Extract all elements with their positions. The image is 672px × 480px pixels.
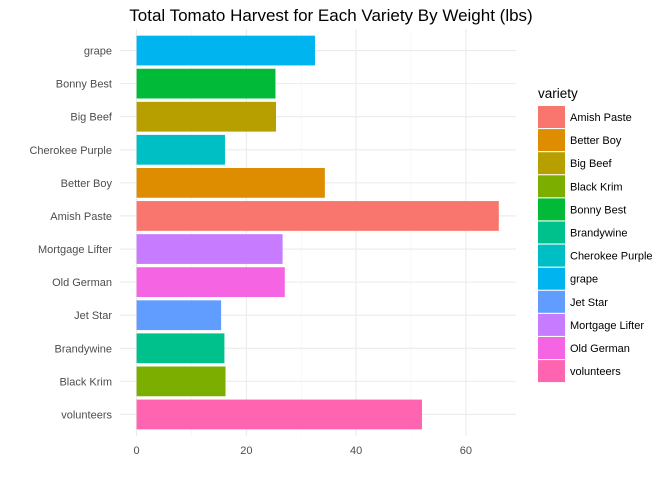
legend-label: Amish Paste <box>570 112 632 124</box>
bar-amish-paste <box>136 201 499 231</box>
y-tick-label: Jet Star <box>74 310 112 322</box>
y-axis-tick-labels: grape Bonny Best Big Beef Cherokee Purple Be… <box>29 46 112 422</box>
bar-better-boy <box>136 167 325 198</box>
legend-key <box>538 360 565 383</box>
legend-label: grape <box>570 274 598 286</box>
y-tick-label: Better Boy <box>61 178 113 190</box>
bar-grape <box>136 35 315 66</box>
legend-label: Better Boy <box>570 135 622 147</box>
legend-key <box>538 244 565 267</box>
bar-bonny-best <box>136 68 276 99</box>
bar-mortgage-lifter <box>136 234 283 264</box>
legend-label: Black Krim <box>570 181 623 193</box>
y-tick-label: Cherokee Purple <box>29 145 112 157</box>
legend-label: Jet Star <box>570 297 608 309</box>
bar-black-krim <box>136 366 226 397</box>
legend-label: Mortgage Lifter <box>570 320 644 332</box>
x-axis-tick-labels: 0 20 40 60 <box>134 445 472 457</box>
bar-jet-star <box>136 300 222 331</box>
y-tick-label: Black Krim <box>59 376 112 388</box>
legend-key <box>538 290 565 313</box>
legend-key <box>538 129 565 152</box>
y-tick-label: Amish Paste <box>50 211 112 223</box>
legend-title: variety <box>538 86 578 101</box>
legend-items: Amish Paste Better Boy Big Beef Black Krim B… <box>538 106 653 383</box>
bar-big-beef <box>136 101 276 132</box>
bar-cherokee-purple <box>136 134 225 165</box>
legend-label: volunteers <box>570 366 621 378</box>
y-tick-label: Big Beef <box>70 112 113 124</box>
legend-key <box>538 337 565 359</box>
legend-key <box>538 106 565 128</box>
y-tick-label: Mortgage Lifter <box>38 244 112 256</box>
legend: variety Amish Paste Better Boy Big Beef Bla… <box>538 86 653 383</box>
bar-brandywine <box>136 333 225 364</box>
legend-key <box>538 175 565 198</box>
legend-key <box>538 152 565 175</box>
y-tick-label: Brandywine <box>55 343 112 355</box>
y-tick-label: Old German <box>52 277 112 289</box>
legend-label: Bonny Best <box>570 204 626 216</box>
bar-volunteers <box>136 399 422 430</box>
y-tick-label: Bonny Best <box>56 79 112 91</box>
x-tick-label: 20 <box>240 445 252 457</box>
y-tick-label: volunteers <box>61 409 112 421</box>
legend-key <box>538 313 565 336</box>
x-tick-label: 40 <box>350 445 362 457</box>
legend-label: Cherokee Purple <box>570 251 653 263</box>
chart-title: Total Tomato Harvest for Each Variety By… <box>129 6 532 25</box>
legend-key <box>538 198 565 221</box>
x-tick-label: 60 <box>460 445 472 457</box>
legend-label: Big Beef <box>570 158 613 170</box>
bars <box>136 35 499 430</box>
legend-key <box>538 267 565 290</box>
legend-label: Old German <box>570 343 630 355</box>
legend-label: Brandywine <box>570 228 627 240</box>
legend-key <box>538 221 565 244</box>
x-tick-label: 0 <box>134 445 140 457</box>
bar-old-german <box>136 267 285 298</box>
y-tick-label: grape <box>84 46 112 58</box>
